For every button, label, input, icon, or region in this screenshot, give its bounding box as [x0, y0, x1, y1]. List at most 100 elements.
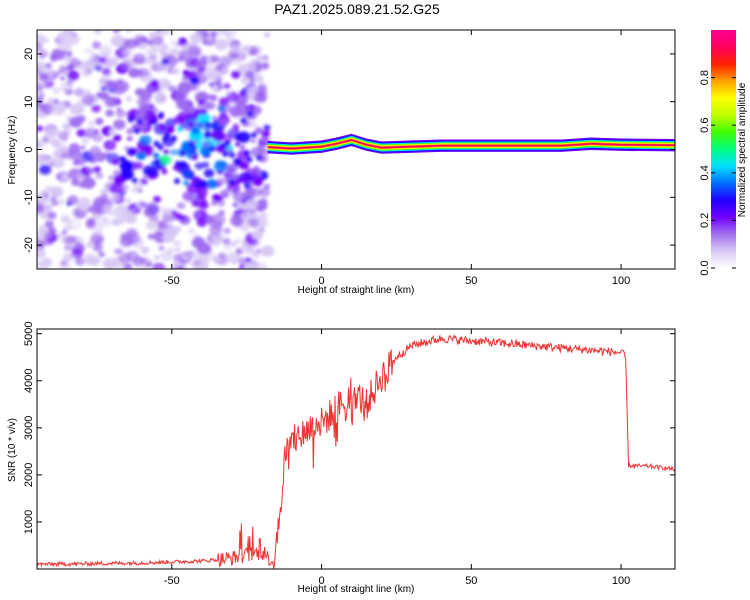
spectrogram-noise-blob [155, 159, 162, 166]
spectrogram-noise-blob [71, 220, 80, 227]
spectrogram-noise-blob [248, 48, 258, 56]
spectrogram-noise-blob [236, 131, 251, 143]
spectrogram-noise-blob [219, 189, 230, 198]
spectrogram-noise-blob [211, 213, 226, 226]
spectrogram-noise-blob [229, 151, 236, 158]
snr-background [37, 329, 675, 569]
spectrogram-noise-blob [131, 177, 138, 184]
spectrogram-noise-blob [166, 126, 175, 134]
spectrogram-noise-blob [237, 257, 247, 265]
spectrogram-noise-blob [208, 94, 214, 99]
spectrogram-noise-blob [170, 40, 178, 47]
spectrogram-noise-blob [253, 178, 263, 187]
spectrogram-noise-blob [254, 127, 264, 135]
spectrogram-noise-blob [104, 260, 112, 267]
spectrogram-noise-blob [83, 52, 94, 61]
spectrogram-noise-blob [189, 76, 200, 85]
colorbar-tick-label: 0.2 [699, 213, 711, 228]
spectrogram-noise-blob [238, 264, 245, 269]
spectrogram-y-tick-label: 0 [23, 146, 35, 152]
spectrogram-noise-blob [37, 238, 46, 251]
spectrogram-noise-blob [250, 138, 256, 143]
spectrogram-noise-blob [193, 211, 201, 218]
spectrogram-noise-blob [169, 47, 180, 56]
spectrogram-noise-blob [203, 247, 209, 253]
spectrogram-noise-blob [58, 65, 68, 73]
snr-x-tick-label: 100 [612, 575, 630, 587]
spectrogram-noise-blob [170, 135, 177, 142]
spectrogram-noise-blob [126, 136, 133, 142]
spectrogram-panel: -50 0 50 100 -20 -10 0 10 20 Height of straight … [7, 29, 676, 296]
spectrogram-y-tick-label: 10 [23, 96, 35, 108]
spectrogram-noise-blob [174, 226, 182, 233]
spectrogram-noise-blob [60, 215, 71, 223]
spectrogram-noise-blob [253, 166, 260, 171]
spectrogram-noise-blob [218, 105, 226, 112]
spectrogram-noise-blob [196, 121, 203, 128]
spectrogram-noise-blob [41, 193, 49, 201]
colorbar: 0.0 0.2 0.4 0.6 0.8 Normalized spectral ampl… [699, 30, 748, 276]
spectrogram-noise-blob [247, 218, 259, 228]
spectrogram-noise-blob [123, 263, 133, 269]
spectrogram-noise-blob [228, 179, 235, 186]
spectrogram-noise-blob [127, 148, 136, 156]
spectrogram-noise-blob [127, 116, 134, 123]
spectrogram-noise-blob [104, 80, 116, 89]
spectrogram-noise-blob [152, 195, 162, 203]
spectrogram-noise-blob [37, 138, 46, 149]
spectrogram-noise-blob [37, 109, 44, 119]
spectrogram-noise-blob [152, 152, 160, 159]
spectrogram-noise-blob [65, 50, 73, 57]
spectrogram-noise-blob [168, 85, 177, 92]
spectrogram-noise-blob [98, 45, 113, 57]
spectrogram-noise-blob [247, 261, 258, 269]
spectrogram-noise-blob [203, 168, 215, 178]
spectrogram-noise-blob [240, 117, 247, 124]
spectrogram-noise-blob [146, 81, 160, 93]
spectrogram-noise-blob [244, 183, 251, 190]
spectrogram-noise-blob [76, 128, 87, 138]
spectrogram-noise-blob [57, 40, 72, 53]
spectrogram-noise-blob [133, 161, 144, 170]
spectrogram-y-tick-label: 20 [23, 48, 35, 60]
spectrogram-noise-blob [122, 48, 133, 57]
spectrogram-signal-band [267, 139, 675, 150]
spectrogram-noise-blob [214, 63, 224, 72]
spectrogram-noise-blob [191, 236, 206, 249]
spectrogram-noise-blob [199, 146, 211, 156]
spectrogram-noise-blob [239, 223, 250, 232]
spectrogram-noise-blob [125, 250, 139, 262]
spectrogram-noise-blob [163, 149, 170, 155]
spectrogram-noise-blob [224, 140, 231, 147]
spectrogram-noise-blob [113, 169, 121, 177]
spectrogram-noise-blob [161, 52, 169, 58]
spectrogram-noise-blob [115, 248, 123, 255]
spectrogram-noise-blob [139, 135, 152, 146]
spectrogram-noise-blob [108, 128, 116, 135]
spectrogram-noise-blob [153, 140, 160, 147]
spectrogram-noise-blob [56, 198, 66, 206]
spectrogram-noise-blob [138, 258, 146, 265]
spectrogram-noise-blob [63, 235, 75, 245]
spectrogram-noise-blob [103, 219, 112, 227]
spectrogram-noise-blob [52, 98, 59, 104]
spectrogram-noise-blob [149, 31, 158, 39]
spectrogram-noise-blob [84, 89, 91, 95]
spectrogram-noise-blob [250, 132, 257, 139]
spectrogram-noise-blob [143, 113, 153, 122]
spectrogram-noise-blob [234, 142, 241, 147]
spectrogram-noise-blob [38, 72, 49, 81]
spectrogram-noise-blob [61, 174, 68, 180]
spectrogram-y-tick-label: -10 [23, 189, 35, 205]
spectrogram-noise-blob [139, 201, 147, 208]
spectrogram-noise-blob [145, 220, 158, 231]
spectrogram-noise-blob [100, 188, 108, 195]
spectrogram-noise-blob [140, 246, 150, 255]
spectrogram-noise-blob [193, 263, 205, 269]
spectrogram-noise-blob [175, 160, 182, 167]
spectrogram-noise-blob [145, 261, 153, 268]
snr-x-tick-label: 50 [465, 575, 477, 587]
spectrogram-noise-blob [58, 109, 66, 116]
spectrogram-noise-blob [158, 111, 165, 118]
spectrogram-noise-blob [189, 32, 204, 45]
